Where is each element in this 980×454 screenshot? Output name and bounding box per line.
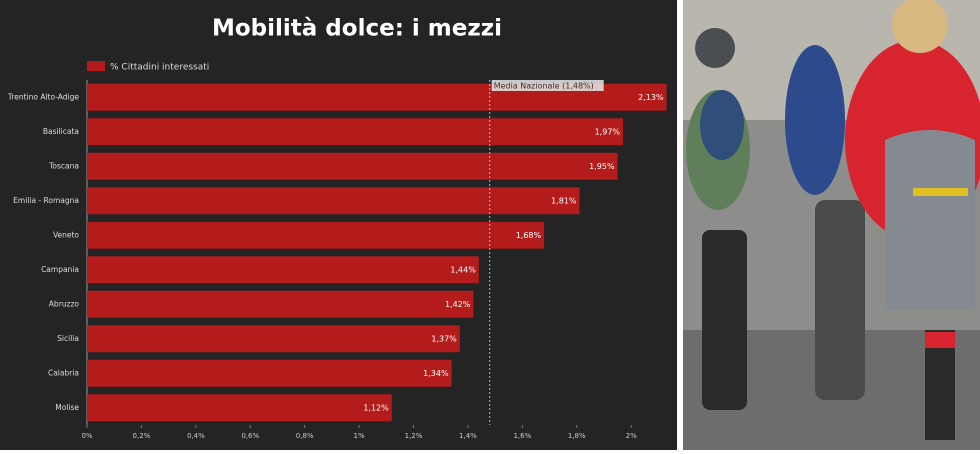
legend-swatch bbox=[87, 61, 105, 71]
bar bbox=[87, 359, 452, 387]
y-tick-label: Emilia - Romagna bbox=[13, 196, 79, 205]
legend-label: % Cittadini interessati bbox=[110, 63, 209, 73]
photo bbox=[683, 0, 980, 450]
y-tick-label: Sicilia bbox=[57, 334, 79, 343]
value-label: 1,12% bbox=[363, 403, 389, 412]
value-label: 1,34% bbox=[423, 369, 449, 378]
y-tick-label: Basilicata bbox=[43, 127, 79, 136]
value-label: 1,44% bbox=[450, 265, 476, 274]
x-tick-label: 1,4% bbox=[459, 432, 477, 440]
value-label: 1,81% bbox=[551, 196, 577, 205]
bar bbox=[87, 187, 580, 215]
bar bbox=[87, 152, 618, 180]
y-tick-label: Calabria bbox=[48, 368, 79, 377]
bar bbox=[87, 290, 474, 318]
bar bbox=[87, 325, 460, 353]
y-tick-label: Molise bbox=[55, 403, 79, 412]
reference-label: Media Nazionale (1,48%) bbox=[494, 82, 594, 91]
value-label: 1,37% bbox=[431, 334, 457, 343]
bar bbox=[87, 118, 624, 146]
value-label: 2,13% bbox=[638, 93, 664, 102]
x-tick-label: 0,2% bbox=[133, 432, 151, 440]
value-label: 1,68% bbox=[516, 231, 542, 240]
x-tick-label: 0% bbox=[81, 432, 92, 440]
y-tick-label: Toscana bbox=[48, 161, 79, 170]
y-tick-label: Campania bbox=[41, 265, 79, 274]
x-tick-label: 0,6% bbox=[241, 432, 259, 440]
value-label: 1,97% bbox=[595, 127, 621, 136]
y-tick-label: Veneto bbox=[53, 230, 79, 239]
value-label: 1,95% bbox=[589, 162, 615, 171]
x-tick-label: 1,8% bbox=[568, 432, 586, 440]
x-tick-label: 1,6% bbox=[513, 432, 531, 440]
x-tick-label: 0,8% bbox=[296, 432, 314, 440]
reference-label-bg bbox=[491, 80, 604, 91]
x-tick-label: 0,4% bbox=[187, 432, 205, 440]
bar bbox=[87, 394, 392, 422]
y-tick-label: Trentino Alto-Adige bbox=[7, 92, 80, 101]
x-tick-label: 2% bbox=[626, 432, 637, 440]
x-tick-label: 1% bbox=[354, 432, 365, 440]
bar bbox=[87, 256, 479, 284]
x-tick-label: 1,2% bbox=[405, 432, 423, 440]
value-label: 1,42% bbox=[445, 300, 471, 309]
y-tick-label: Abruzzo bbox=[49, 299, 80, 308]
chart-title: Mobilità dolce: i mezzi bbox=[212, 16, 502, 42]
bar bbox=[87, 221, 545, 249]
